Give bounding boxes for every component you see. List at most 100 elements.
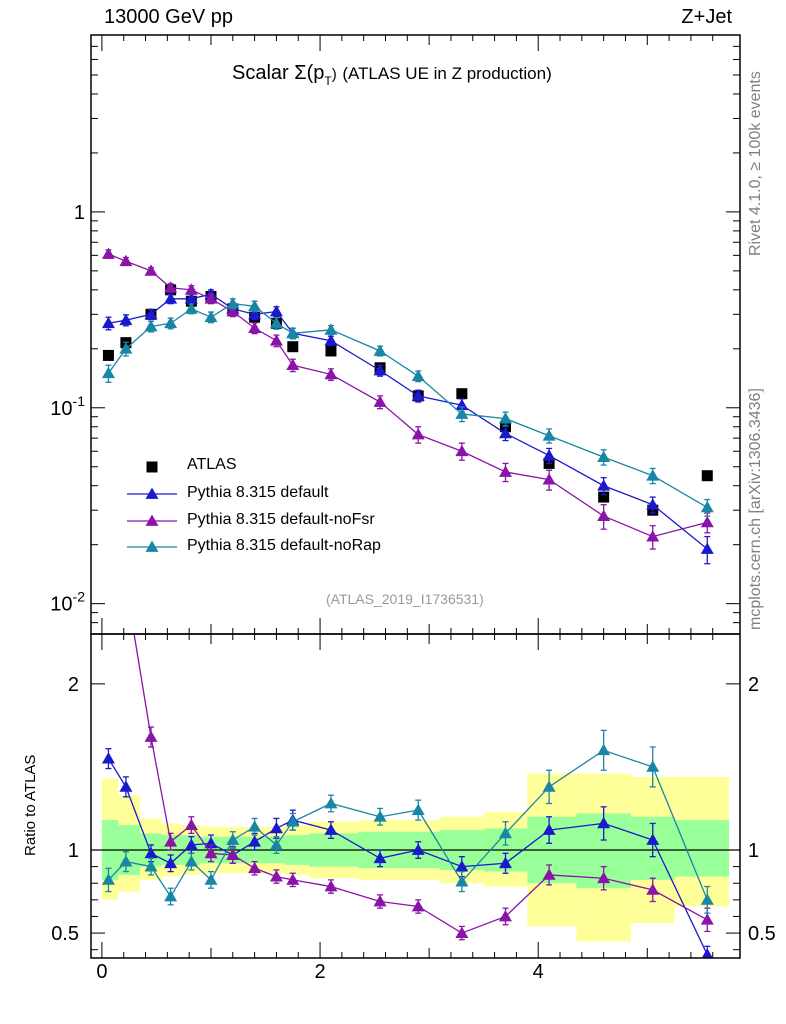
ratio-series-point-default: [542, 823, 556, 835]
main-series-line-noRap: [107, 302, 708, 508]
ratio-series-point-default: [324, 823, 338, 835]
ratio-series-point-noFsr: [373, 895, 387, 907]
y-tick-label-main: 10-1: [50, 393, 85, 420]
atlas-data-point: [325, 345, 337, 357]
main-series-point-noRap: [101, 366, 115, 379]
main-series-point-noRap: [542, 429, 556, 441]
ratio-series-point-default: [373, 851, 387, 864]
y-tick-label-ratio-right: 0.5: [748, 923, 776, 945]
x-tick-label: 4: [533, 961, 544, 983]
main-series-point-noFsr: [700, 515, 714, 528]
ratio-series-point-noRap: [411, 803, 425, 815]
main-series-point-noFsr: [101, 247, 115, 259]
y-tick-label-main: 10-2: [50, 589, 85, 616]
legend-markers: [127, 461, 177, 552]
ratio-series-point-noFsr: [204, 846, 218, 859]
main-series-point-default: [373, 363, 387, 376]
ratio-series-point-noFsr: [286, 873, 300, 885]
ratio-series-point-noFsr: [324, 880, 338, 892]
main-series-point-noFsr: [144, 264, 158, 276]
uncertainty-band-inner: [674, 820, 730, 877]
main-series-point-default: [101, 316, 115, 329]
ratio-series-point-noRap: [597, 743, 611, 756]
main-series-point-noRap: [248, 299, 262, 312]
atlas-data-point: [102, 349, 114, 361]
mcplots-reference-label: mcplots.cern.ch [arXiv:1306.3436]: [747, 388, 764, 630]
main-series-point-noRap: [700, 500, 714, 513]
y-tick-label-ratio-right: 2: [748, 674, 759, 696]
ratio-series-point-default: [411, 843, 425, 855]
y-tick-label-ratio: 2: [68, 674, 79, 696]
plot-title-main: Scalar Σ(p: [232, 62, 325, 84]
y-tick-label-ratio-right: 1: [748, 840, 759, 862]
main-series-point-noRap: [324, 323, 338, 335]
ratio-series-point-noRap: [542, 780, 556, 792]
ratio-series-point-noFsr: [597, 871, 611, 884]
ratio-series-point-noRap: [184, 855, 198, 867]
main-series-point-noFsr: [646, 530, 660, 542]
ratio-series-point-noFsr: [498, 909, 512, 922]
main-series-point-noFsr: [226, 305, 240, 317]
main-series-point-noRap: [164, 316, 178, 329]
ratio-axis-label: Ratio to ATLAS: [22, 754, 39, 856]
main-series-point-noFsr: [164, 281, 178, 293]
main-series-point-default: [411, 389, 425, 401]
legend-marker-default: [145, 487, 159, 499]
ratio-series-point-default: [498, 856, 512, 869]
plot-title-rest: (ATLAS UE in Z production): [342, 64, 552, 83]
main-series-point-noFsr: [119, 254, 133, 267]
ratio-series-point-noFsr: [226, 848, 240, 860]
ratio-series-point-noRap: [144, 860, 158, 872]
ratio-series-point-noRap: [164, 890, 178, 902]
legend-label-nofsr: Pythia 8.315 default-noFsr: [187, 511, 375, 528]
x-tick-label: 0: [96, 961, 107, 983]
main-series-point-default: [269, 305, 283, 317]
atlas-data-point: [456, 388, 468, 400]
main-series-point-noRap: [144, 319, 158, 332]
main-series-point-default: [144, 307, 158, 320]
ratio-series-point-noRap: [204, 873, 218, 885]
ratio-series-point-noRap: [269, 838, 283, 850]
main-series-point-default: [184, 292, 198, 304]
main-series-point-noFsr: [373, 395, 387, 407]
ratio-series-point-noRap: [646, 760, 660, 772]
main-series-point-noRap: [269, 316, 283, 329]
main-series-point-noFsr: [286, 358, 300, 371]
main-series-point-noFsr: [498, 465, 512, 477]
main-series-point-noRap: [204, 310, 218, 323]
main-series-point-noRap: [119, 342, 133, 354]
main-series-point-noFsr: [248, 321, 262, 334]
y-tick-label-main: 1: [74, 202, 85, 224]
atlas-data-point: [701, 470, 713, 482]
main-series-point-default: [164, 292, 178, 304]
ratio-series-point-default: [204, 836, 218, 849]
main-series-point-default: [597, 479, 611, 491]
legend-marker-noFsr: [145, 514, 159, 526]
analysis-id-label: (ATLAS_2019_I1736531): [326, 591, 484, 607]
ratio-series-point-noRap: [226, 833, 240, 845]
atlas-data-point: [598, 491, 610, 503]
ratio-series-point-default: [597, 816, 611, 829]
ratio-series-point-noRap: [324, 796, 338, 809]
ratio-series-point-noFsr: [248, 861, 262, 874]
ratio-series-point-default: [701, 948, 713, 958]
main-series-point-noRap: [184, 302, 198, 314]
main-series-point-noFsr: [324, 367, 338, 380]
ratio-series-point-default: [455, 860, 469, 872]
ratio-series-point-noFsr: [646, 883, 660, 895]
main-series-layer: [101, 247, 714, 565]
ratio-series-point-noFsr: [184, 818, 198, 830]
plot-title-close: ): [331, 66, 337, 83]
ratio-series-point-default: [184, 838, 198, 850]
main-series-point-noRap: [286, 326, 300, 339]
main-series-point-noRap: [411, 369, 425, 382]
ratio-series-point-noFsr: [411, 899, 425, 912]
ratio-series-layer: [101, 634, 714, 958]
ratio-series-point-noRap: [119, 855, 133, 867]
main-series-point-noRap: [597, 450, 611, 462]
ratio-series-point-noFsr: [700, 913, 714, 925]
main-series-point-noFsr: [269, 334, 283, 346]
ratio-series-point-noFsr: [542, 868, 556, 880]
main-series-point-default: [248, 307, 262, 320]
